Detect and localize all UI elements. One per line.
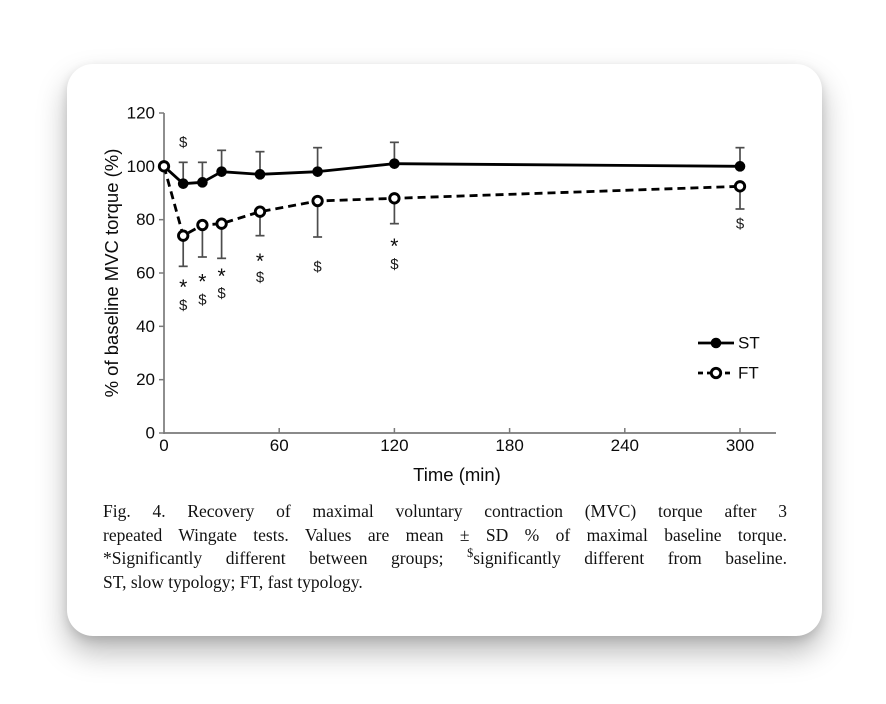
caption-line-1: Fig. 4. Recovery of maximal voluntary co… [103,501,787,521]
x-axis-title: Time (min) [413,464,501,485]
annotation-dollar: $ [179,134,188,151]
caption-line-4: ST, slow typology; FT, fast typology. [103,571,363,592]
y-tick-label: 20 [136,370,155,389]
chart-svg: 0 20 40 60 80 100 120 0 60 120 180 240 300 Time (min)… [101,104,776,485]
st-marker [254,169,266,180]
y-tick-label: 80 [136,210,155,229]
x-tick-label: 180 [495,436,523,455]
caption-superscript-dollar: $ [467,546,474,561]
annotation-dollar: $ [179,297,188,314]
y-tick-label: 120 [127,104,155,123]
legend-marker-ft [709,366,723,380]
st-marker [197,177,208,188]
y-tick-label: 0 [146,424,155,443]
caption-line-2: repeated Wingate tests. Values are mean … [103,524,787,545]
legend-label-st: ST [738,334,760,353]
ft-marker [388,192,401,205]
x-tick-label: 0 [159,436,168,455]
annotation-dollar: $ [256,269,265,286]
ft-marker [196,218,209,232]
st-marker [734,161,746,172]
ft-marker [311,194,324,208]
x-tick-label: 120 [380,436,408,455]
caption-line-3-post: significantly different from baseline. [473,548,788,568]
annotation-star: * [179,276,187,299]
st-line [163,162,741,186]
caption-line-3-pre: *Significantly different between groups; [103,548,468,568]
caption-line-3: *Significantly different between groups;… [103,547,787,571]
ft-marker [157,160,171,173]
ft-marker [177,229,190,242]
annotation-dollar: $ [736,216,745,233]
figure-card: 0 20 40 60 80 100 120 0 60 120 180 240 300 Time (min)… [67,64,822,636]
annotation-star: * [390,235,398,258]
annotation-star: * [218,265,226,288]
ft-line [162,165,741,238]
x-tick-label: 300 [726,436,754,455]
x-tick-label: 240 [611,436,639,455]
annotation-dollar: $ [217,285,226,302]
figure-caption: Fig. 4. Recovery of maximal voluntary co… [103,500,787,594]
annotation-star: * [256,250,264,273]
legend-label-ft: FT [738,364,759,383]
st-marker [177,178,189,189]
ft-marker [253,205,267,218]
annotation-dollar: $ [198,292,207,309]
annotation-dollar: $ [390,256,399,273]
st-marker [216,166,227,177]
annotation-dollar: $ [313,259,322,276]
st-marker [312,166,323,177]
y-axis-title: % of baseline MVC torque (%) [101,149,122,398]
y-tick-label: 100 [127,157,155,176]
legend-marker-st [710,337,722,349]
y-tick-label: 60 [136,264,155,283]
st-marker [389,158,400,169]
y-tick-label: 40 [136,317,155,336]
annotation-star: * [198,271,206,294]
x-tick-label: 60 [270,436,289,455]
ft-marker [215,217,228,230]
ft-marker [733,180,747,193]
